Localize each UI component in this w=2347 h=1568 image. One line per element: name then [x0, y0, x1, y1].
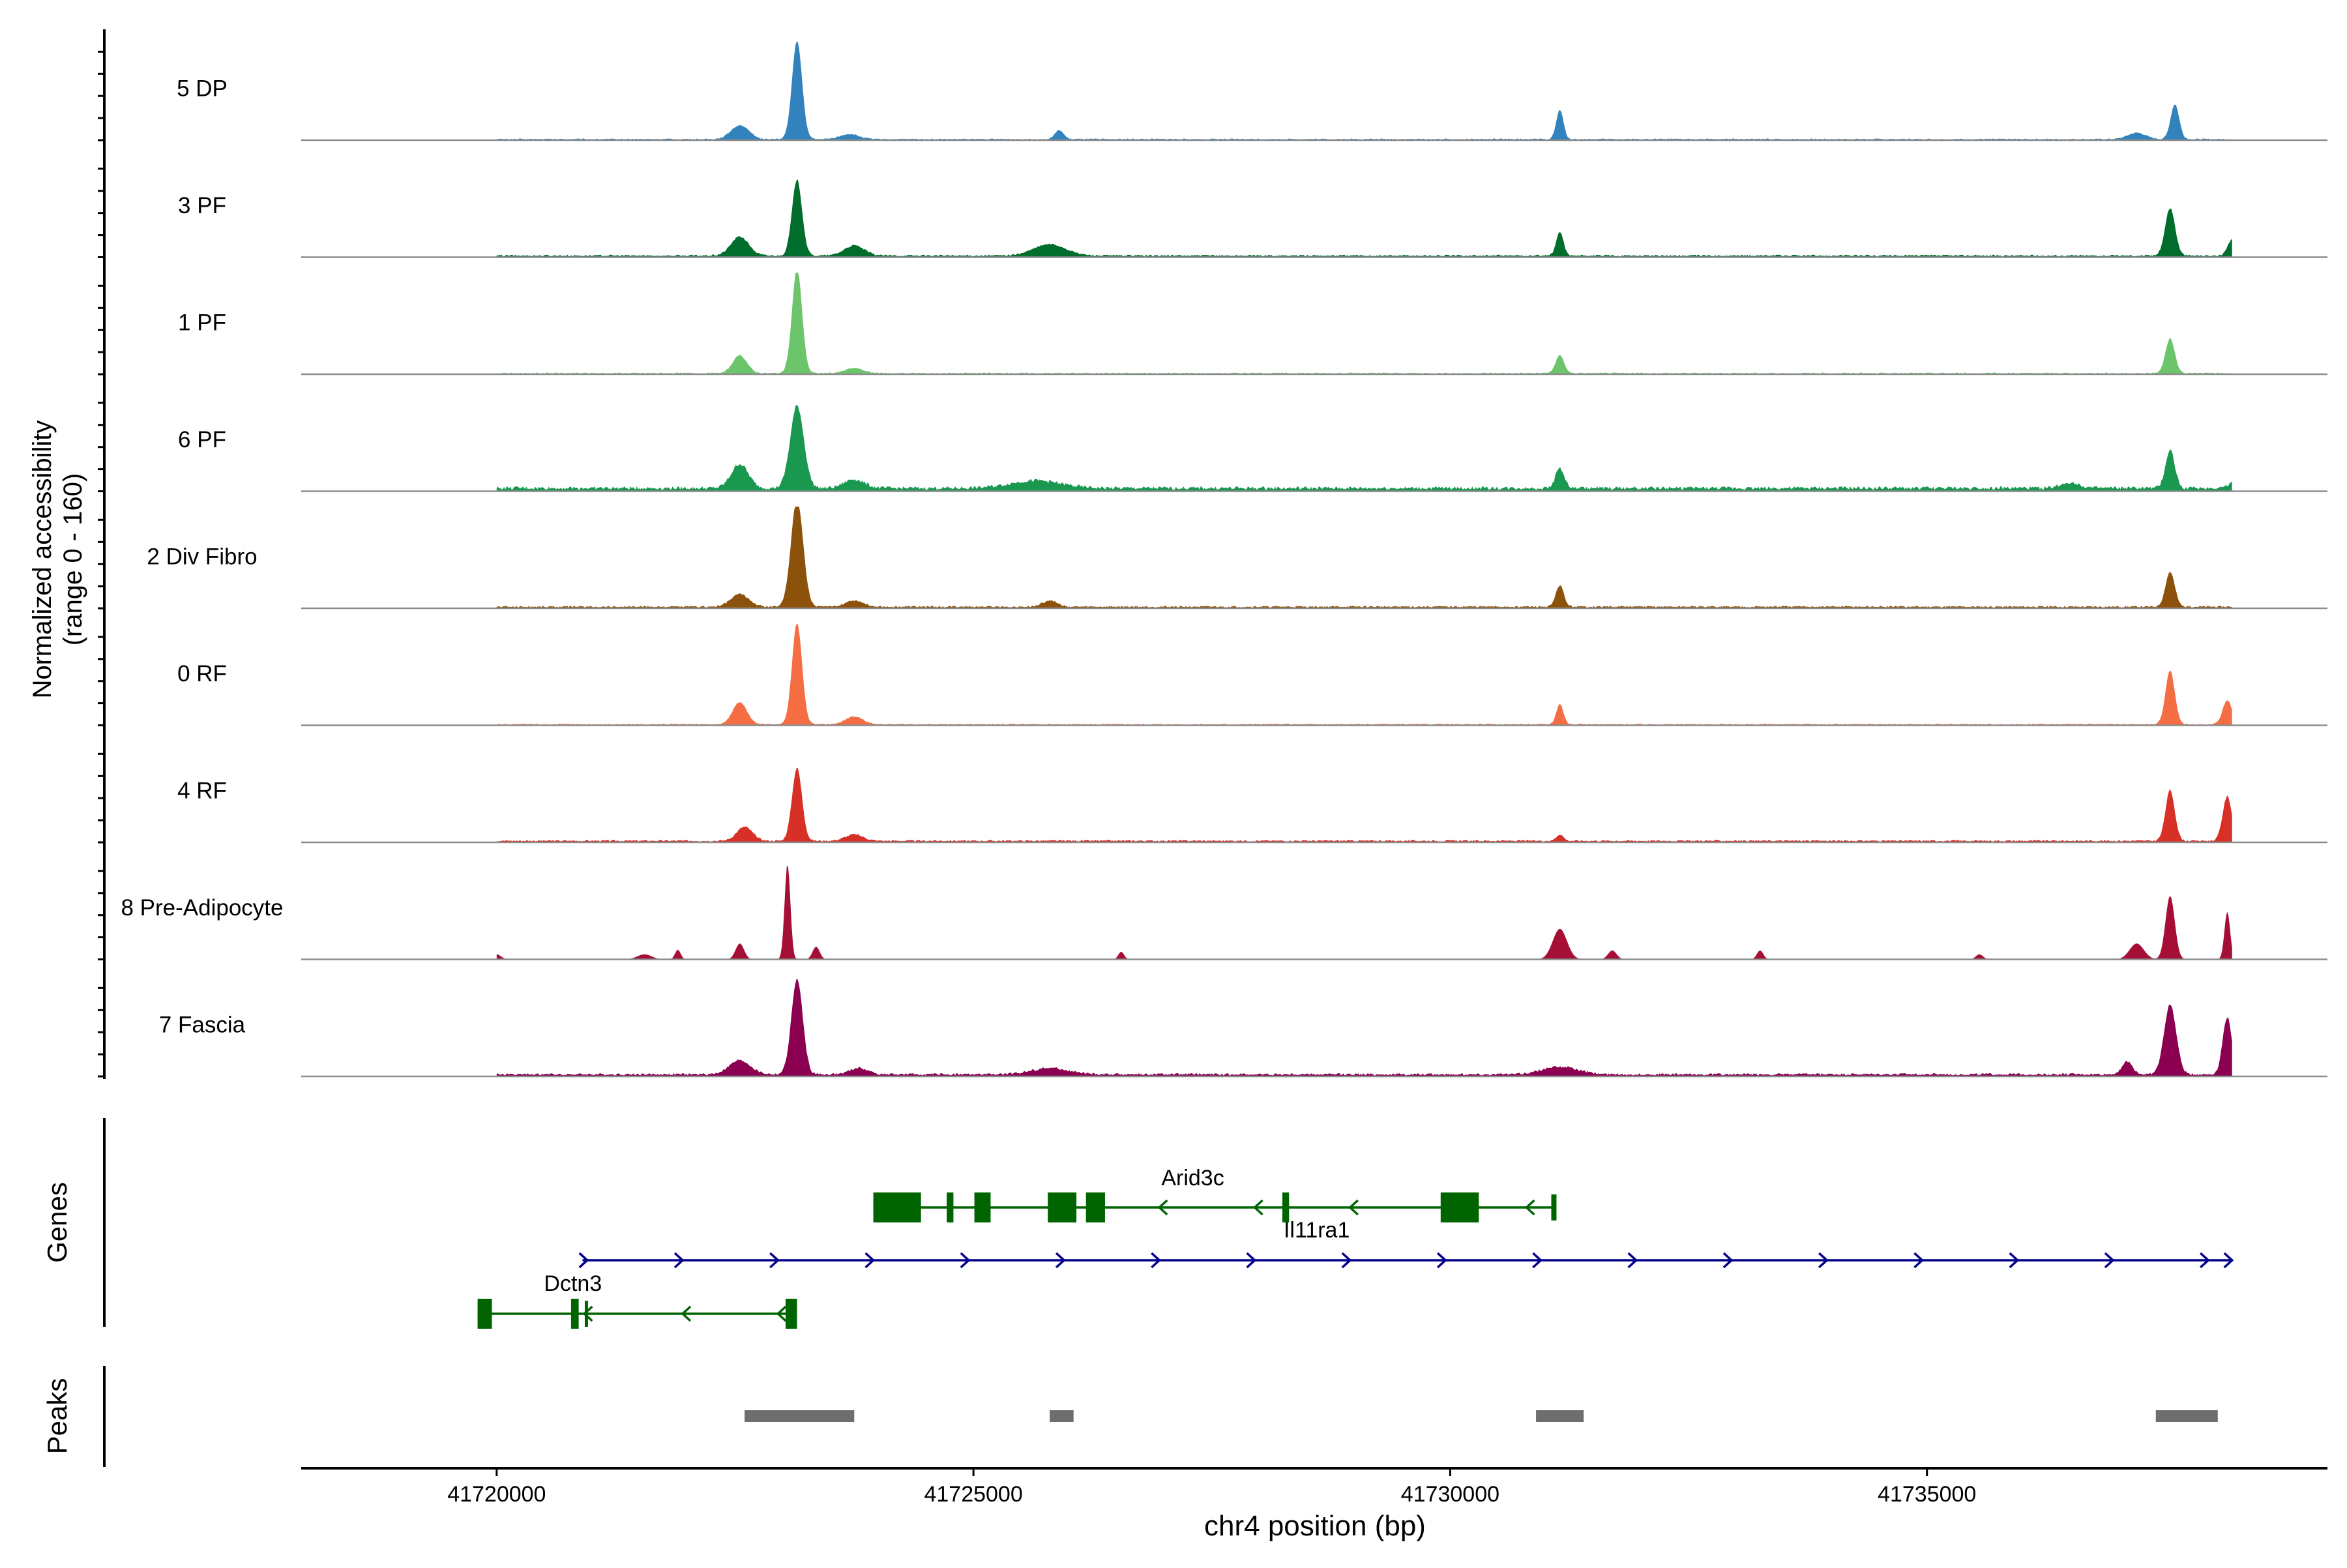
coverage-area: [496, 273, 2232, 374]
coverage-area: [496, 179, 2232, 258]
strand-arrow: [1818, 1252, 1829, 1269]
strand-arrow: [769, 1252, 780, 1269]
track-label: 5 DP: [177, 76, 228, 101]
peak-region: [1050, 1410, 1074, 1422]
gene-exon: [785, 1299, 797, 1329]
coverage-area: [496, 623, 2232, 726]
gene-il11ra1: [578, 1252, 2234, 1269]
track-label: 4 RF: [177, 778, 227, 803]
track-6: 4 RF: [177, 768, 2327, 844]
x-axis: 41720000 41725000 41730000 41735000: [301, 1467, 2327, 1507]
peak-region: [2155, 1410, 2218, 1422]
gene-exon: [570, 1299, 579, 1329]
x-tick-label: 41730000: [1401, 1482, 1499, 1507]
strand-arrow: [1627, 1252, 1638, 1269]
track-label: 0 RF: [177, 661, 227, 687]
gene-exon: [1440, 1192, 1479, 1222]
coverage-area: [496, 507, 2232, 608]
gene-exon: [1085, 1192, 1105, 1222]
gene-exon: [947, 1192, 954, 1222]
strand-arrow: [776, 1305, 787, 1322]
gene-label-dctn3: Dctn3: [544, 1271, 602, 1296]
coverage-tracks: 5 DP 3 PF 1 PF 6 PF 2 Div Fibro 0 RF 4 RF 8 Pre…: [121, 41, 2327, 1078]
track-label: 7 Fascia: [159, 1012, 246, 1037]
strand-arrow: [1532, 1252, 1543, 1269]
coverage-area: [496, 978, 2232, 1076]
track-label: 3 PF: [178, 193, 226, 218]
track-7: 8 Pre-Adipocyte: [121, 865, 2327, 960]
strand-arrow: [1252, 1199, 1263, 1216]
strand-arrow: [582, 1305, 593, 1322]
x-tick-label: 41735000: [1878, 1482, 1976, 1507]
strand-arrow: [1151, 1252, 1161, 1269]
gene-exon: [1551, 1194, 1557, 1220]
track-label: 8 Pre-Adipocyte: [121, 895, 283, 921]
strand-arrow: [960, 1252, 971, 1269]
gene-track: Arid3c Il11ra1 Dctn3: [477, 1166, 2234, 1329]
gene-arid3c: [873, 1192, 1557, 1222]
coverage-area: [496, 768, 2232, 842]
strand-arrow: [681, 1305, 692, 1322]
peak-region: [745, 1410, 855, 1422]
track-1: 3 PF: [178, 179, 2327, 258]
coverage-area: [496, 865, 2232, 960]
strand-arrow: [2009, 1252, 2020, 1269]
x-axis-title: chr4 position (bp): [1204, 1510, 1426, 1542]
x-tick-label: 41725000: [924, 1482, 1022, 1507]
gene-label-il11ra1: Il11ra1: [1284, 1218, 1350, 1243]
strand-arrow: [1055, 1252, 1066, 1269]
gene-exon: [1048, 1192, 1077, 1222]
y-ticks: [98, 50, 104, 1078]
track-2: 1 PF: [178, 273, 2327, 376]
strand-arrow: [1436, 1252, 1447, 1269]
gene-dctn3: [477, 1299, 797, 1329]
gene-exon: [873, 1192, 921, 1222]
x-tick-label: 41720000: [447, 1482, 546, 1507]
strand-arrow: [2199, 1252, 2210, 1269]
peak-region: [1536, 1410, 1584, 1422]
peak-track: [745, 1410, 2218, 1422]
track-3: 6 PF: [178, 404, 2327, 492]
y-axis-title: Normalized accessibility: [28, 421, 57, 699]
strand-arrow: [864, 1252, 876, 1269]
peaks-panel-label: Peaks: [42, 1378, 72, 1455]
strand-arrow: [1348, 1199, 1359, 1216]
track-8: 7 Fascia: [159, 978, 2327, 1078]
gene-exon: [974, 1192, 991, 1222]
track-label: 1 PF: [178, 310, 226, 335]
gene-exon: [477, 1299, 492, 1329]
strand-arrow: [2104, 1252, 2115, 1269]
strand-arrow: [2223, 1252, 2234, 1269]
genes-panel-label: Genes: [42, 1182, 72, 1263]
strand-arrow: [1524, 1199, 1535, 1216]
strand-arrow: [1157, 1199, 1168, 1216]
gene-label-arid3c: Arid3c: [1161, 1166, 1224, 1191]
strand-arrow: [1913, 1252, 1924, 1269]
y-axis-range: (range 0 - 160): [59, 473, 87, 646]
track-0: 5 DP: [177, 41, 2327, 141]
strand-arrow: [578, 1252, 589, 1269]
track-label: 6 PF: [178, 427, 226, 452]
strand-arrow: [1722, 1252, 1734, 1269]
coverage-area: [496, 404, 2232, 492]
strand-arrow: [1246, 1252, 1257, 1269]
strand-arrow: [673, 1252, 685, 1269]
gene-exon: [1282, 1192, 1290, 1222]
coverage-area: [496, 41, 2232, 140]
track-label: 2 Div Fibro: [147, 544, 257, 569]
track-4: 2 Div Fibro: [147, 507, 2327, 610]
track-5: 0 RF: [177, 623, 2327, 726]
strand-arrow: [1341, 1252, 1352, 1269]
